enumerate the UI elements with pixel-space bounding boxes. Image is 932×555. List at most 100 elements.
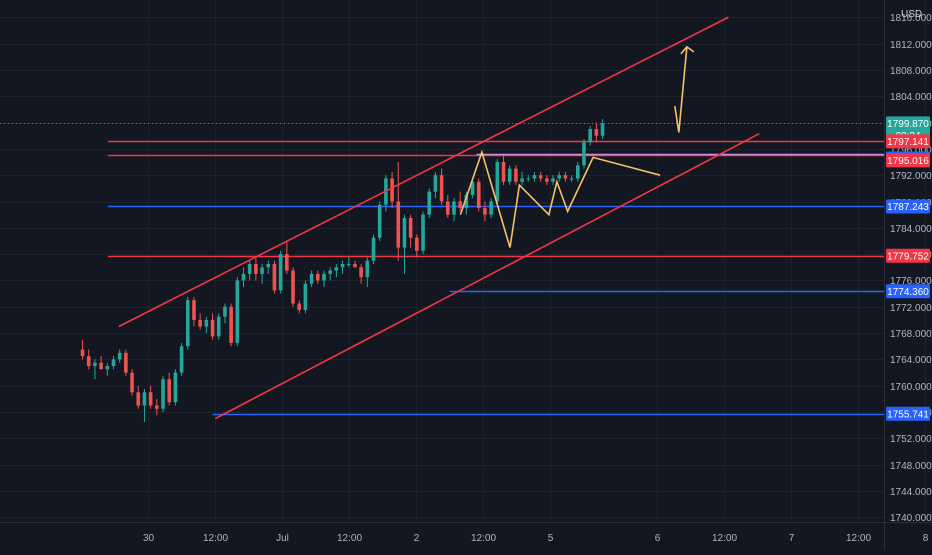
price-badge: 1755.741: [886, 406, 930, 421]
candle-body: [303, 283, 308, 311]
candle-body: [266, 264, 271, 268]
price-badge: 1797.141: [886, 134, 930, 149]
candle-body: [167, 379, 172, 403]
arrow-head: [680, 45, 695, 55]
candle-body: [204, 319, 209, 327]
candle-body: [285, 254, 289, 271]
candle: [551, 175, 555, 186]
price-badge-value: 1779.752: [887, 251, 929, 262]
price-tick-label: 1816.000: [890, 13, 932, 24]
candle: [526, 175, 531, 182]
candle-body: [433, 175, 438, 192]
price-tick-label: 1812.000: [890, 40, 932, 51]
candle: [408, 214, 413, 248]
candle: [105, 362, 110, 376]
candle-body: [483, 208, 487, 215]
candle: [359, 264, 363, 284]
pattern-path[interactable]: [459, 149, 661, 248]
price-tick-label: 1804.000: [890, 92, 932, 103]
price-tick-label: 1740.000: [890, 513, 932, 524]
candle-body: [272, 264, 277, 291]
candle: [563, 171, 568, 182]
candle-body: [545, 178, 549, 182]
price-tick-label: 1808.000: [890, 66, 932, 77]
price-tick-label: 1744.000: [890, 487, 932, 498]
price-tick-label: 1768.000: [890, 329, 932, 340]
candle: [514, 165, 518, 186]
candle: [340, 260, 345, 274]
price-badge-value: 1797.141: [887, 137, 929, 148]
projection-arrow[interactable]: [674, 46, 688, 133]
candle: [99, 356, 103, 370]
candle-body: [241, 273, 246, 281]
candle: [124, 349, 128, 376]
price-badge-value: 1795.016: [887, 156, 929, 167]
candle-body: [452, 201, 456, 215]
candle-body: [396, 201, 401, 248]
candle-body: [216, 316, 221, 337]
candle-body: [260, 267, 264, 274]
candle: [303, 280, 308, 314]
candle-body: [359, 267, 363, 278]
horizontal-levels: [0, 123, 884, 416]
candle-body: [254, 264, 258, 274]
candle: [569, 175, 574, 182]
channel-lower-line[interactable]: [214, 133, 760, 420]
candle: [185, 296, 190, 350]
candle-body: [130, 372, 134, 393]
candle-body: [210, 319, 215, 337]
candle-body: [142, 392, 147, 406]
time-tick-label: 12:00: [846, 533, 871, 544]
candle-body: [458, 201, 462, 209]
candle: [260, 264, 264, 284]
candle-body: [155, 405, 159, 409]
candle: [117, 349, 122, 363]
candle: [309, 270, 314, 288]
candle: [582, 138, 586, 169]
candle: [86, 349, 91, 370]
candle-body: [297, 303, 302, 311]
channel-upper-line[interactable]: [118, 16, 729, 328]
candle-body: [470, 181, 475, 195]
candle-body: [439, 175, 444, 202]
candle-body: [526, 178, 531, 180]
candle-body: [161, 379, 165, 409]
candle-body: [569, 178, 574, 180]
candle: [439, 168, 444, 205]
candle: [204, 316, 209, 334]
candle: [297, 300, 302, 314]
price-tick-label: 1752.000: [890, 434, 932, 445]
candle-body: [235, 280, 240, 343]
candle: [371, 234, 376, 265]
candle: [272, 260, 277, 294]
candle-body: [600, 123, 605, 136]
candle: [136, 385, 141, 409]
candle: [576, 162, 580, 182]
price-badge-bg: [886, 406, 930, 421]
currency-label: USD: [901, 9, 922, 20]
candle: [285, 240, 289, 274]
time-tick-label: 12:00: [712, 533, 737, 544]
candle: [452, 198, 456, 222]
time-tick-label: 12:00: [203, 533, 228, 544]
candle: [421, 211, 425, 255]
price-tick-label: 1784.000: [890, 224, 932, 235]
candle: [266, 260, 271, 274]
price-badge-value: 1755.741: [887, 409, 929, 420]
price-badge-bg: [886, 284, 930, 299]
candle: [80, 339, 85, 360]
candle: [433, 171, 438, 199]
candle-body: [229, 306, 233, 343]
candle: [93, 359, 97, 380]
candle: [588, 125, 592, 146]
candle: [235, 277, 240, 347]
candle-body: [464, 194, 469, 209]
price-badge-bg: [886, 134, 930, 149]
price-badge: 1774.360: [886, 284, 930, 299]
candle-body: [309, 273, 314, 284]
candle-body: [582, 142, 586, 166]
